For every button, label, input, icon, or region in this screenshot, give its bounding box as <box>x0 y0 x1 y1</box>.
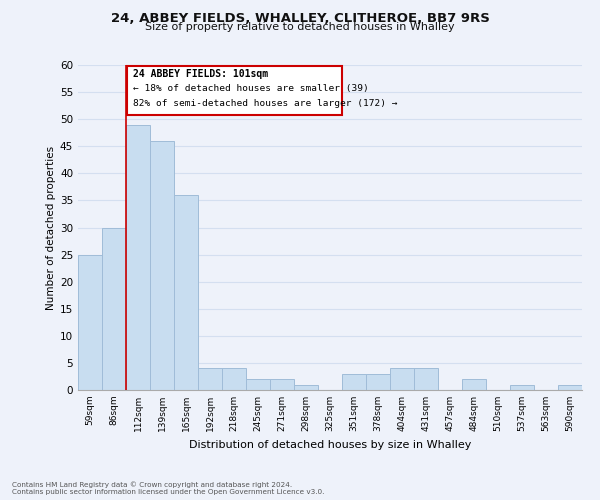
Bar <box>246 379 270 390</box>
X-axis label: Distribution of detached houses by size in Whalley: Distribution of detached houses by size … <box>189 440 471 450</box>
Bar <box>462 379 486 390</box>
Bar <box>510 384 534 390</box>
Text: 82% of semi-detached houses are larger (172) →: 82% of semi-detached houses are larger (… <box>133 98 398 108</box>
Text: 24, ABBEY FIELDS, WHALLEY, CLITHEROE, BB7 9RS: 24, ABBEY FIELDS, WHALLEY, CLITHEROE, BB… <box>110 12 490 26</box>
Y-axis label: Number of detached properties: Number of detached properties <box>46 146 56 310</box>
Bar <box>558 384 582 390</box>
Bar <box>414 368 438 390</box>
Bar <box>126 124 150 390</box>
Text: Size of property relative to detached houses in Whalley: Size of property relative to detached ho… <box>145 22 455 32</box>
Text: Contains public sector information licensed under the Open Government Licence v3: Contains public sector information licen… <box>12 489 325 495</box>
Bar <box>127 66 342 115</box>
Bar <box>270 379 294 390</box>
Text: ← 18% of detached houses are smaller (39): ← 18% of detached houses are smaller (39… <box>133 84 369 93</box>
Bar <box>294 384 318 390</box>
Bar <box>174 195 198 390</box>
Text: Contains HM Land Registry data © Crown copyright and database right 2024.: Contains HM Land Registry data © Crown c… <box>12 481 292 488</box>
Bar <box>78 254 102 390</box>
Text: 24 ABBEY FIELDS: 101sqm: 24 ABBEY FIELDS: 101sqm <box>133 69 268 79</box>
Bar <box>390 368 414 390</box>
Bar <box>366 374 390 390</box>
Bar <box>198 368 222 390</box>
Bar <box>342 374 366 390</box>
Bar <box>150 141 174 390</box>
Bar <box>222 368 246 390</box>
Bar <box>102 228 126 390</box>
